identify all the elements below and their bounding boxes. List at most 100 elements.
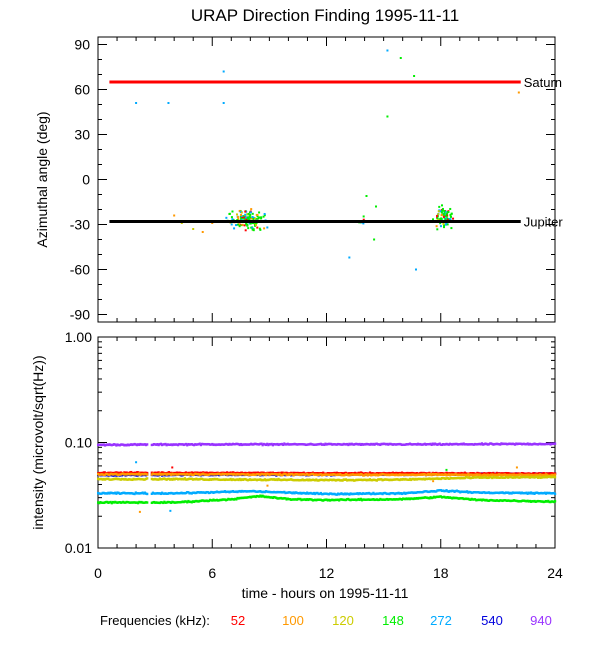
series-point <box>516 499 519 503</box>
series-point <box>338 443 341 446</box>
series-point <box>498 499 501 503</box>
series-point <box>547 474 550 477</box>
series-point <box>312 498 316 502</box>
series-point <box>438 495 441 498</box>
series-point <box>376 474 380 477</box>
series-point <box>427 490 430 494</box>
series-point <box>384 473 388 476</box>
series-point <box>490 491 493 495</box>
series-point <box>175 473 179 476</box>
series-point <box>195 472 198 476</box>
series-point <box>483 476 486 479</box>
series-point <box>118 473 121 476</box>
series-point <box>317 472 320 475</box>
series-point <box>319 442 322 446</box>
series-point <box>365 473 368 476</box>
series-point <box>136 492 140 495</box>
series-point <box>548 500 551 504</box>
series-point <box>496 442 500 446</box>
series-point <box>238 477 241 481</box>
series-point <box>398 492 401 495</box>
series-point <box>295 478 298 482</box>
series-point <box>126 491 129 495</box>
series-point <box>467 443 470 446</box>
series-point <box>163 477 166 480</box>
series-point <box>366 478 369 482</box>
series-point <box>175 471 179 474</box>
saturn-label: Saturn <box>524 75 562 90</box>
series-point <box>523 499 526 502</box>
series-point <box>414 443 417 446</box>
series-point <box>383 473 386 476</box>
series-point <box>107 491 110 495</box>
series-point <box>102 443 105 446</box>
series-point <box>438 473 441 476</box>
azimuth-point <box>249 213 252 216</box>
series-point <box>97 477 100 481</box>
series-point <box>526 472 529 475</box>
series-point <box>294 443 297 446</box>
series-point <box>510 499 513 503</box>
azimuth-point <box>239 211 242 214</box>
series-point <box>331 472 334 475</box>
series-point <box>543 476 546 479</box>
series-point <box>199 491 203 494</box>
series-point <box>459 477 462 480</box>
series-point <box>230 478 233 482</box>
series-point <box>283 442 286 445</box>
series-point <box>349 498 352 502</box>
series-point <box>460 490 463 493</box>
series-point <box>341 443 344 446</box>
series-point <box>493 499 496 502</box>
series-point <box>252 489 255 493</box>
series-point <box>158 492 161 495</box>
series-point <box>270 491 273 494</box>
series-point <box>395 498 398 501</box>
series-point <box>547 442 550 446</box>
series-point <box>118 501 121 504</box>
series-point <box>135 443 139 447</box>
series-point <box>184 473 188 476</box>
series-point <box>229 498 232 501</box>
series-point <box>295 491 298 495</box>
series-point <box>245 478 248 481</box>
series-point <box>158 477 161 480</box>
series-point <box>144 501 148 504</box>
series-point <box>330 492 333 495</box>
series-point <box>103 473 107 476</box>
series-point <box>301 473 304 476</box>
series-point <box>422 490 425 493</box>
series-point <box>381 442 384 446</box>
series-point <box>411 497 414 500</box>
series-point <box>378 498 381 502</box>
series-point <box>397 473 400 477</box>
series-point <box>293 442 296 446</box>
azimuth-point <box>258 211 261 214</box>
series-point <box>181 500 184 503</box>
series-point <box>525 500 528 503</box>
series-point <box>322 499 325 502</box>
series-point <box>163 492 166 495</box>
series-point <box>253 471 256 475</box>
series-point <box>546 491 549 495</box>
series-point <box>415 443 418 446</box>
series-point <box>236 496 239 500</box>
series-point <box>394 473 397 477</box>
series-point <box>429 496 432 499</box>
azimuth-point <box>362 222 365 225</box>
series-point <box>322 473 325 477</box>
series-point <box>290 443 293 446</box>
series-point <box>507 472 510 475</box>
series-point <box>294 498 297 501</box>
series-point <box>370 498 373 501</box>
series-point <box>127 491 131 495</box>
series-point <box>266 442 269 446</box>
series-point <box>190 477 193 480</box>
series-point <box>434 473 437 476</box>
series-point <box>427 443 430 446</box>
series-point <box>323 443 326 447</box>
series-point <box>375 492 378 495</box>
series-point <box>334 479 337 482</box>
series-point <box>464 490 468 494</box>
series-point <box>282 471 285 475</box>
